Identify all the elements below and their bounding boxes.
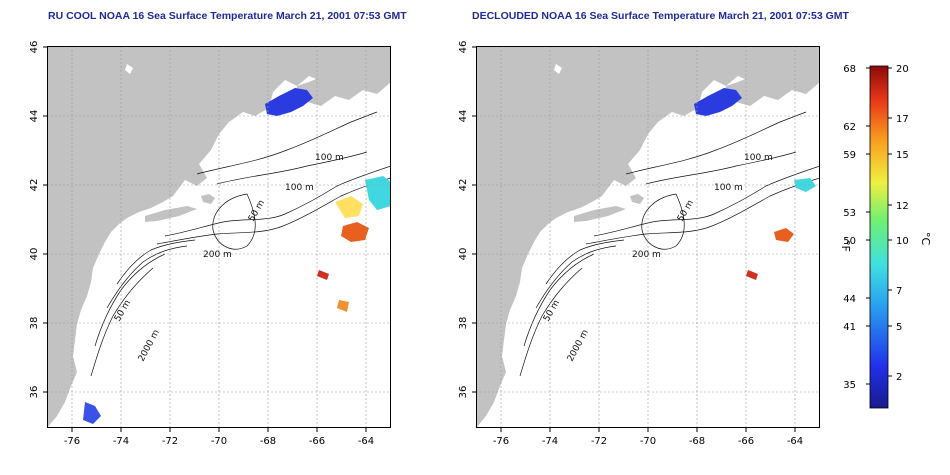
colorbar-c-tick: 5 [896, 322, 902, 333]
colorbar-c-tick: 2 [896, 372, 902, 383]
colorbar-f-tick: 68 [843, 64, 856, 75]
contour-label: 200 m [632, 250, 661, 260]
lon-tick-label: -72 [162, 436, 178, 447]
colorbar-f-tick: 44 [843, 294, 856, 305]
sst-patch-warm-east [341, 222, 369, 242]
lon-tick-label: -68 [260, 436, 276, 447]
sst-patch-red-small [317, 270, 329, 280]
unit-celsius: °C [919, 232, 930, 246]
colorbar-f-tick: 50 [843, 236, 856, 247]
long-island [145, 206, 197, 222]
colorbar-c-tick: 15 [896, 150, 909, 161]
lon-tick-label: -64 [787, 436, 803, 447]
lat-tick-label: 38 [29, 317, 40, 330]
colorbar-f-tick: 53 [843, 208, 856, 219]
sst-map-raw: 100 m 100 m 50 m 200 m 50 m 2000 m [47, 46, 391, 428]
lat-tick-label: 46 [29, 41, 40, 54]
land-nova-scotia [724, 52, 820, 106]
contour-label: 100 m [714, 183, 743, 193]
colorbar-f-tick: 59 [843, 150, 856, 161]
colorbar-f-tick: 35 [843, 380, 856, 391]
colorbar-c-tick: 20 [896, 64, 909, 75]
lat-tick-label: 40 [29, 248, 40, 261]
contour-label: 200 m [203, 250, 232, 260]
panel-title-left: RU COOL NOAA 16 Sea Surface Temperature … [48, 10, 407, 22]
lon-tick-label: -74 [542, 436, 558, 447]
sst-patch-warm-east [774, 228, 794, 242]
lat-tick-label: 46 [458, 41, 469, 54]
long-island [574, 206, 626, 222]
lat-tick-label: 44 [458, 110, 469, 123]
temperature-colorbar: 68 62 59 53 50 44 41 35 20 17 15 12 10 7 5 2 °F °C [839, 64, 930, 409]
lon-tick-label: -72 [591, 436, 607, 447]
land-mass [47, 46, 391, 428]
sst-patch-blue-gulf-of-maine [265, 88, 313, 116]
lon-tick-label: -66 [309, 436, 325, 447]
contour-label: 100 m [744, 153, 773, 163]
lat-tick-label: 36 [29, 386, 40, 399]
cape-cod [630, 194, 644, 204]
colorbar-f-tick: 41 [843, 322, 856, 333]
contour-label: 100 m [285, 183, 314, 193]
land-nova-scotia [295, 52, 391, 106]
lon-tick-label: -64 [358, 436, 374, 447]
lon-tick-label: -76 [493, 436, 509, 447]
colorbar-c-tick: 12 [896, 201, 909, 212]
lon-tick-label: -70 [211, 436, 227, 447]
sst-map-declouded: 100 m 100 m 50 m 200 m 50 m 2000 m [476, 46, 820, 428]
sst-patch-cyan [365, 176, 391, 210]
lat-tick-label: 40 [458, 248, 469, 261]
colorbar-gradient [869, 65, 889, 409]
lat-tick-label: 38 [458, 317, 469, 330]
colorbar-c-tick: 17 [896, 114, 909, 125]
sst-patch-orange-south [337, 300, 349, 312]
sst-patch-red-small [746, 270, 758, 280]
lat-tick-label: 44 [29, 110, 40, 123]
lon-tick-label: -70 [640, 436, 656, 447]
lat-tick-label: 36 [458, 386, 469, 399]
colorbar-c-tick: 10 [896, 236, 909, 247]
lon-tick-label: -68 [689, 436, 705, 447]
contour-label: 100 m [315, 153, 344, 163]
lon-tick-label: -74 [113, 436, 129, 447]
colorbar-c-tick: 7 [896, 286, 902, 297]
lat-tick-label: 42 [458, 179, 469, 192]
lon-tick-label: -76 [64, 436, 80, 447]
unit-fahrenheit: °F [839, 240, 852, 252]
lat-tick-label: 42 [29, 179, 40, 192]
panel-title-right: DECLOUDED NOAA 16 Sea Surface Temperatur… [472, 10, 849, 22]
sst-patch-yellow [335, 196, 363, 218]
cape-cod [201, 194, 215, 204]
colorbar-f-tick: 62 [843, 122, 856, 133]
sst-patch-blue-south [83, 402, 101, 424]
lon-tick-label: -66 [738, 436, 754, 447]
sst-patch-blue-gulf-of-maine [694, 88, 742, 116]
land-mass [476, 46, 820, 428]
